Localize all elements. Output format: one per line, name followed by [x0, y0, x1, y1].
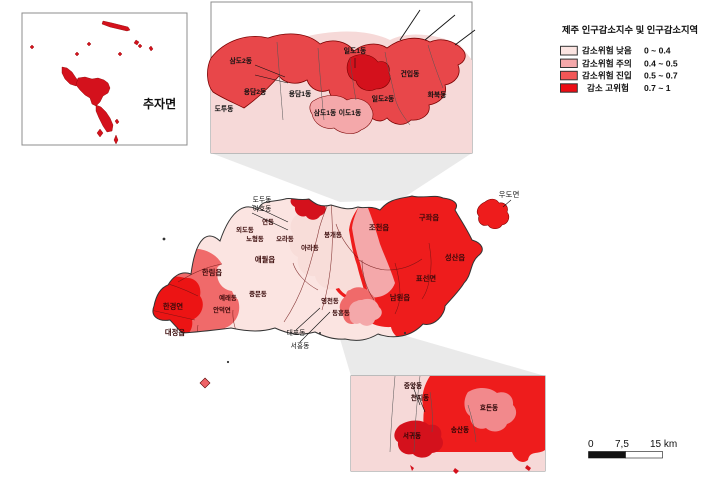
- svg-text:안덕연: 안덕연: [213, 305, 231, 314]
- svg-text:일도2동: 일도2동: [372, 94, 395, 103]
- svg-text:0.4 ~ 0.5: 0.4 ~ 0.5: [644, 58, 678, 68]
- svg-text:용담2동: 용담2동: [244, 87, 267, 96]
- svg-text:조천읍: 조천읍: [369, 223, 389, 232]
- svg-text:오라동: 오라동: [276, 234, 294, 243]
- svg-text:서귀동: 서귀동: [403, 431, 421, 440]
- svg-text:도투동: 도투동: [215, 105, 235, 113]
- svg-text:외도동: 외도동: [236, 225, 254, 234]
- svg-text:대포동: 대포동: [287, 329, 306, 337]
- svg-text:15 km: 15 km: [650, 439, 677, 450]
- svg-text:감소 고위험: 감소 고위험: [587, 82, 629, 93]
- svg-text:한경연: 한경연: [163, 302, 183, 311]
- svg-text:천지동: 천지동: [411, 393, 429, 402]
- svg-text:노형동: 노형동: [246, 234, 264, 243]
- svg-text:삼도2동: 삼도2동: [229, 56, 252, 65]
- svg-text:감소위험 주의: 감소위험 주의: [582, 57, 632, 68]
- svg-text:구좌읍: 구좌읍: [419, 213, 439, 222]
- svg-text:표선면: 표선면: [416, 274, 436, 283]
- svg-text:남원읍: 남원읍: [390, 293, 410, 302]
- svg-text:감소위험 낮음: 감소위험 낮음: [582, 45, 632, 56]
- svg-text:중앙동: 중앙동: [404, 381, 422, 390]
- svg-text:한림읍: 한림읍: [202, 268, 222, 277]
- svg-text:이도1동: 이도1동: [339, 108, 362, 117]
- svg-text:중문동: 중문동: [249, 290, 267, 298]
- svg-text:감소위험 진입: 감소위험 진입: [582, 70, 632, 81]
- svg-text:성산읍: 성산읍: [445, 253, 465, 262]
- svg-text:우도면: 우도면: [499, 189, 520, 199]
- svg-text:7,5: 7,5: [615, 439, 629, 450]
- svg-text:0: 0: [588, 439, 594, 450]
- svg-text:이호동: 이호동: [253, 204, 272, 213]
- svg-text:0 ~ 0.4: 0 ~ 0.4: [644, 46, 671, 56]
- svg-text:건입동: 건입동: [401, 69, 421, 78]
- svg-text:추자면: 추자면: [143, 96, 176, 111]
- svg-text:0.7 ~ 1: 0.7 ~ 1: [644, 83, 671, 93]
- svg-text:삼도1동: 삼도1동: [314, 108, 337, 117]
- svg-text:일도1동: 일도1동: [344, 46, 367, 55]
- svg-text:제주 인구감소지수 및 인구감소지역: 제주 인구감소지수 및 인구감소지역: [562, 24, 698, 35]
- svg-text:봉개동: 봉개동: [324, 230, 342, 239]
- svg-text:서홍동: 서홍동: [291, 341, 310, 350]
- svg-text:영천동: 영천동: [321, 296, 339, 305]
- svg-text:용담1동: 용담1동: [289, 89, 312, 98]
- svg-text:동홍동: 동홍동: [332, 308, 350, 317]
- svg-text:0.5 ~ 0.7: 0.5 ~ 0.7: [644, 71, 678, 81]
- svg-text:예래동: 예래동: [219, 293, 237, 302]
- svg-text:효돈동: 효돈동: [480, 403, 498, 412]
- svg-text:도두동: 도두동: [253, 196, 272, 204]
- svg-text:송산동: 송산동: [451, 425, 469, 434]
- svg-text:아라동: 아라동: [301, 243, 319, 252]
- svg-text:애월읍: 애월읍: [255, 255, 275, 264]
- svg-text:대정읍: 대정읍: [165, 328, 185, 337]
- svg-text:화북동: 화북동: [428, 90, 448, 99]
